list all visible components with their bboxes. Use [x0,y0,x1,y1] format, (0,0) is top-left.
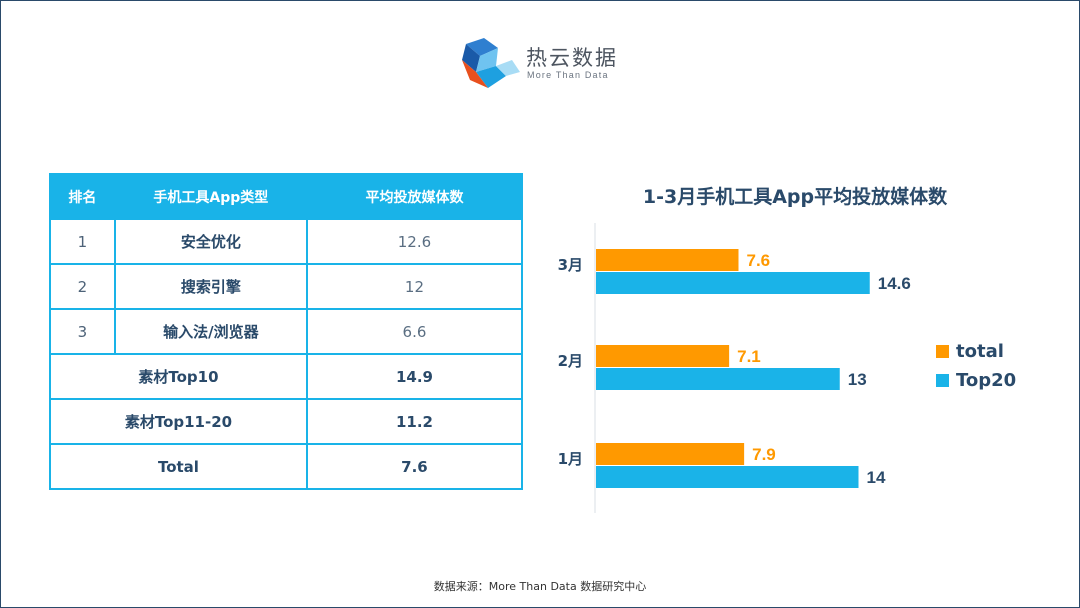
category-label: 2月 [558,352,583,370]
header-type: 手机工具App类型 [113,173,308,220]
summary-value: 11.2 [305,398,524,445]
summary-label: 素材Top11-20 [49,398,308,445]
ranking-table: 排名 手机工具App类型 平均投放媒体数 1 安全优化 12.6 2 搜索引擎 … [49,173,524,490]
bar-chart: 3月 7.6 14.6 2月 7.1 13 1月 7.9 14 [558,223,911,513]
bar-total [596,345,730,367]
data-label: 13 [848,370,867,389]
logo-cube-icon [462,38,520,88]
summary-row: Total 7.6 [49,443,524,490]
header-value: 平均投放媒体数 [305,173,524,220]
table-header-row: 排名 手机工具App类型 平均投放媒体数 [49,173,524,220]
category-label: 1月 [558,450,583,468]
data-label: 7.1 [737,347,761,366]
legend-item-top20: Top20 [936,366,1016,395]
chart-title: 1-3月手机工具App平均投放媒体数 [642,186,948,208]
table-row: 2 搜索引擎 12 [49,263,524,310]
rank-cell: 3 [49,308,116,355]
data-label: 14 [867,468,886,487]
data-label: 7.6 [747,251,771,270]
summary-value: 14.9 [305,353,524,400]
value-cell: 6.6 [305,308,524,355]
summary-row: 素材Top11-20 11.2 [49,398,524,445]
bar-top20 [596,368,840,390]
legend-item-total: total [936,337,1016,366]
table-row: 1 安全优化 12.6 [49,218,524,265]
rank-cell: 1 [49,218,116,265]
type-cell: 安全优化 [113,218,308,265]
type-cell: 输入法/浏览器 [113,308,308,355]
logo-tagline: More Than Data [527,70,609,80]
chart-legend: total Top20 [936,337,1016,395]
summary-row: 素材Top10 14.9 [49,353,524,400]
value-cell: 12 [305,263,524,310]
legend-swatch-total [936,345,949,358]
header-rank: 排名 [49,173,116,220]
bar-total [596,249,739,271]
data-label: 14.6 [878,274,911,293]
type-cell: 搜索引擎 [113,263,308,310]
legend-label-total: total [956,341,1004,362]
legend-label-top20: Top20 [956,370,1017,391]
brand-logo: 热云数据 More Than Data [462,36,632,92]
logo-name: 热云数据 [526,46,618,70]
summary-label: 素材Top10 [49,353,308,400]
data-label: 7.9 [752,445,776,464]
bar-top20 [596,272,870,294]
table-row: 3 输入法/浏览器 6.6 [49,308,524,355]
rank-cell: 2 [49,263,116,310]
summary-value: 7.6 [305,443,524,490]
legend-swatch-top20 [936,374,949,387]
category-label: 3月 [558,256,583,274]
source-note: 数据来源：More Than Data 数据研究中心 [433,580,647,593]
value-cell: 12.6 [305,218,524,265]
summary-label: Total [49,443,308,490]
bar-top20 [596,466,859,488]
bar-total [596,443,745,465]
